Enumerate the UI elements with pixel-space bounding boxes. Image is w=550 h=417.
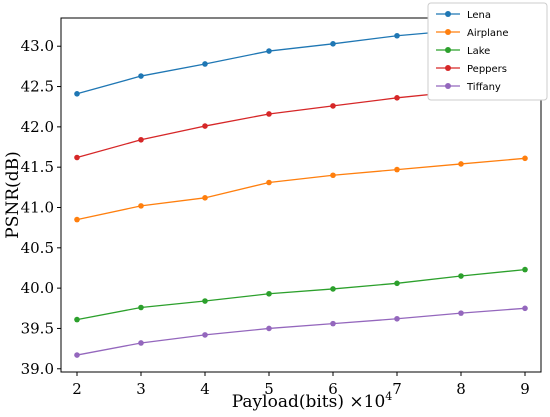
data-point-peppers [138,136,144,143]
data-point-airplane [266,179,272,186]
data-point-lake [394,280,400,287]
x-tick-label: 2 [72,380,82,398]
legend-marker-tiffany [445,83,451,89]
y-tick-label: 39.5 [21,319,54,337]
data-point-peppers [266,111,272,117]
data-point-peppers [74,154,80,161]
data-point-tiffany [458,310,464,316]
legend-label-lake: Lake [467,46,490,57]
data-point-lena [202,61,208,67]
data-point-tiffany [330,320,336,327]
x-axis-title-exponent: 4 [385,390,392,403]
series-line-tiffany [76,307,526,356]
data-point-airplane [330,172,336,179]
x-axis-title: Payload(bits) ×104 [232,390,393,412]
data-point-peppers [330,103,336,109]
legend-marker-airplane [445,29,451,35]
data-point-lake [74,316,80,323]
legend-marker-peppers [445,65,451,71]
x-axis: 2 3 4 5 6 7 8 9 [72,372,530,398]
legend-label-tiffany: Tiffany [466,82,501,93]
legend-label-airplane: Airplane [467,28,508,39]
data-point-lena [330,41,336,47]
data-point-lena [138,73,144,79]
legend: Lena Airplane Lake Peppers Tiffany [427,2,548,101]
y-axis: 39.0 39.5 40.0 40.5 41.0 41.5 42.0 42.5 43.0 [21,37,61,378]
data-point-lena [266,48,272,54]
series-line-lake [76,268,526,321]
series-line-airplane [76,157,526,221]
legend-frame [427,2,548,101]
plot-area-frame [60,17,542,373]
data-point-lena [74,90,80,97]
data-point-lake [330,286,336,292]
data-point-tiffany [138,340,144,346]
data-point-peppers [202,123,208,129]
y-tick-label: 39.0 [21,360,54,378]
x-tick-label: 9 [520,380,530,398]
y-axis-title: PSNR(dB) [3,151,23,238]
data-point-tiffany [394,315,400,322]
data-point-peppers [394,95,400,101]
data-point-lake [266,290,272,297]
y-tick-label: 40.0 [21,279,54,297]
y-tick-label: 41.0 [21,198,54,216]
x-tick-label: 8 [456,380,466,398]
legend-label-peppers: Peppers [467,64,507,75]
legend-label-lena: Lena [467,10,491,21]
data-point-lake [458,273,464,279]
data-point-lake [202,298,208,304]
x-tick-label: 4 [200,380,210,398]
data-point-airplane [522,155,528,162]
data-point-airplane [394,166,400,173]
data-point-tiffany [522,305,528,312]
data-point-airplane [458,161,464,167]
data-point-tiffany [266,325,272,332]
data-point-airplane [74,216,80,223]
x-tick-label: 6 [328,380,338,398]
x-tick-label: 3 [136,380,146,398]
y-tick-label: 42.0 [21,118,54,136]
x-tick-label: 7 [392,380,402,398]
data-point-lake [522,266,528,273]
y-tick-label: 40.5 [21,239,54,257]
data-point-tiffany [74,352,80,358]
data-point-airplane [202,195,208,201]
data-point-airplane [138,203,144,209]
legend-marker-lena [445,11,451,17]
data-point-lena [394,32,400,39]
data-point-tiffany [202,332,208,338]
legend-marker-lake [445,47,451,53]
y-tick-label: 42.5 [21,78,54,96]
x-tick-label: 5 [264,380,274,398]
data-point-lake [138,304,144,311]
y-tick-label: 41.5 [21,158,54,176]
y-tick-label: 43.0 [21,37,54,55]
